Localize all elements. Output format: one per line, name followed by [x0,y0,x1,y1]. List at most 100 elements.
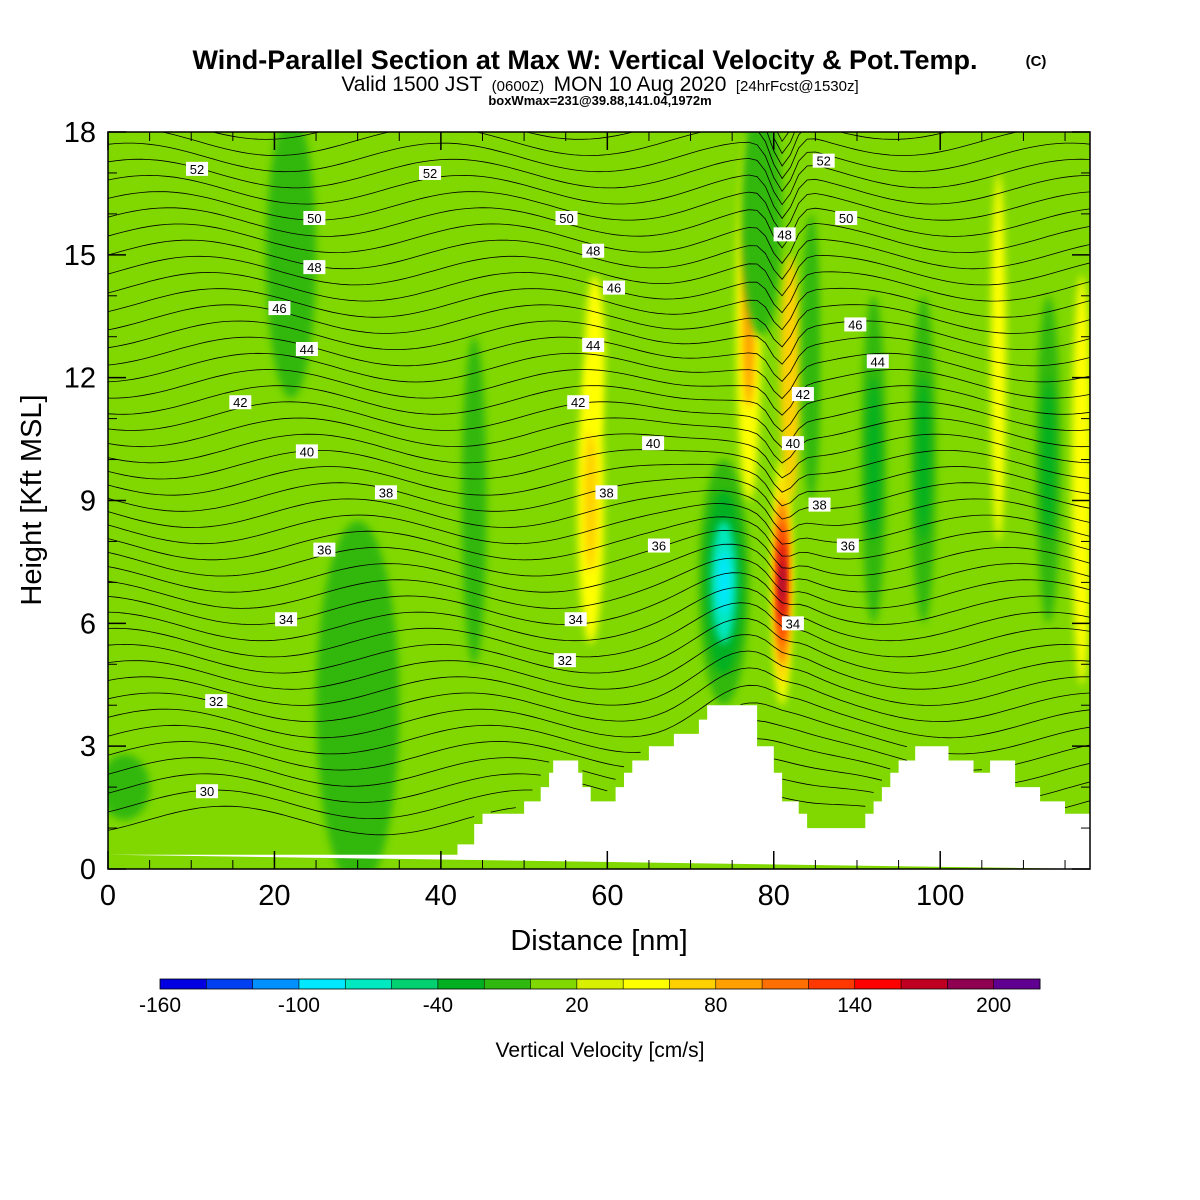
colorbar-tick-label: -100 [278,994,320,1017]
contour-label-text: 34 [279,612,293,627]
contour-label: 38 [808,497,831,513]
contour-label: 44 [582,337,605,353]
contour-label-text: 40 [646,436,660,451]
contour-label-text: 48 [307,260,321,275]
y-tick-label: 9 [80,486,96,518]
plot-area: 52 52 52 50 50 50 48 48 48 46 46 46 44 44 44 42 42 42 40 40… [108,132,1090,869]
w-feature-9-level-0 [990,172,1006,542]
colorbar-swatch [437,979,485,989]
isentrope-line [108,667,1090,723]
isentrope-line [108,157,1090,206]
colorbar-swatch [160,979,207,989]
isentrope-line [108,650,1090,706]
contour-label-text: 46 [848,317,862,332]
y-axis-label: Height [Kft MSL] [16,394,48,605]
contour-label-box [835,210,858,225]
w-feature-1-level-0 [584,275,605,440]
contour-label-box [812,153,835,168]
w-feature-16-level-1 [917,377,930,542]
y-tick-label: 18 [64,117,96,149]
contour-label: 50 [555,210,578,226]
isentrope-line [108,369,1090,416]
potential-temperature-contours [108,132,1090,836]
contour-label: 44 [866,354,889,369]
contour-label-box [781,616,804,631]
contour-label-text: 44 [871,354,885,369]
contour-label: 48 [582,243,605,259]
isentrope-line [108,207,1090,249]
x-tick-label: 40 [425,880,457,912]
isentrope-line [160,132,1019,180]
contour-label: 38 [595,485,618,500]
chart-title: Wind-Parallel Section at Max W: Vertical… [193,45,978,75]
contour-label: 50 [835,210,858,226]
contour-label-box [781,436,804,451]
contour-label-text: 34 [786,616,800,631]
colorbar-swatch [947,979,995,989]
y-tick-label: 6 [80,608,96,640]
contour-label-text: 32 [209,694,223,709]
contour-label-box [268,301,291,316]
isentrope-line [108,529,1090,577]
y-tick-label: 12 [64,363,96,395]
contour-label: 40 [781,436,804,451]
isentrope-line [108,543,1090,593]
contour-label: 48 [303,260,326,275]
contour-label-text: 36 [652,539,666,554]
contour-label-text: 42 [796,387,810,402]
contour-label-text: 42 [233,395,247,410]
colorbar-swatch [762,979,809,989]
isentrope-line [108,684,1090,739]
colorbar-swatch [206,979,254,989]
isentrope-line [108,287,1090,331]
x-tick-label: 100 [916,880,964,912]
contour-label-text: 40 [786,436,800,451]
isentrope-line [108,618,1090,674]
contour-label-box [553,653,576,668]
contour-label-box [303,210,326,225]
contour-label-box [866,354,889,369]
isentrope-line [108,433,1090,479]
contour-label-box [205,694,228,709]
contour-label-box [374,485,397,500]
contour-label: 34 [781,616,804,631]
contour-label: 52 [186,161,209,177]
colorbar-swatch [391,979,439,989]
contour-label-text: 38 [812,498,826,513]
contour-label-text: 52 [190,162,204,177]
contour-label-box [275,612,298,627]
contour-label: 42 [229,395,252,410]
contour-label-box [647,538,670,553]
contour-label: 34 [275,612,298,627]
w-feature-15-level-1 [867,377,880,542]
colorbar-swatch [854,979,902,989]
contour-label-box [295,342,318,357]
contour-label-box [642,436,665,451]
contour-label-box [229,395,252,410]
contour-label-text: 50 [839,211,853,226]
colorbar-swatch [715,979,763,989]
contour-label: 42 [791,387,814,402]
y-tick-label: 15 [64,240,96,272]
contour-label-text: 52 [816,154,830,169]
colorbar-swatch [576,979,624,989]
contour-label: 36 [313,542,336,558]
x-tick-label: 20 [258,880,290,912]
terrain [108,705,1090,869]
contour-label: 38 [374,485,397,500]
contour-label-box [582,337,605,352]
contour-label: 36 [647,538,670,554]
contour-label: 46 [268,301,291,316]
contour-label-text: 52 [423,166,437,181]
y-tick-label: 0 [80,854,96,886]
contour-label-text: 32 [558,653,572,668]
contour-label: 46 [844,317,867,332]
contour-label-box [808,497,831,512]
isentrope-line [108,385,1090,433]
colorbar-swatch [901,979,948,989]
contour-label-text: 38 [379,485,393,500]
subtitle-date: MON 10 Aug 2020 [554,73,727,96]
isentrope-line [108,463,1090,507]
colorbar-tick-label: 80 [704,994,727,1017]
